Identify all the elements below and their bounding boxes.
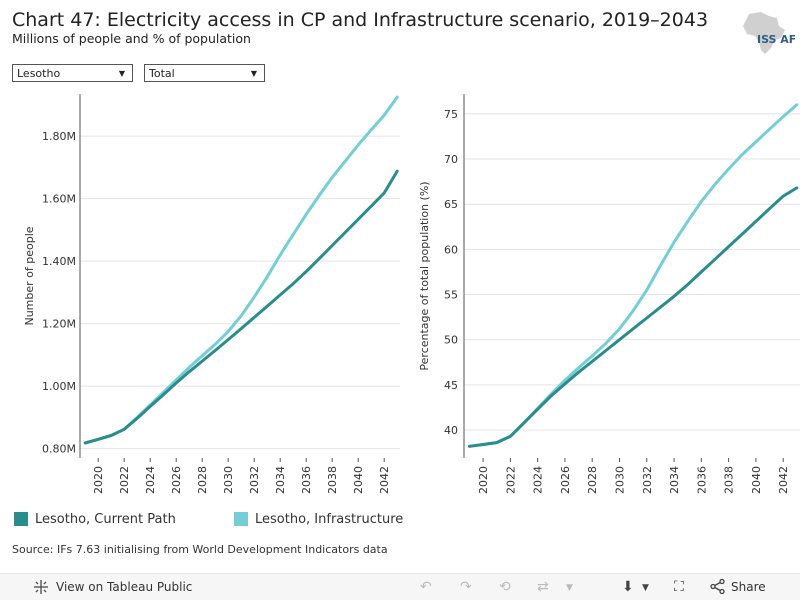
x-tick-label: 2020: [92, 466, 105, 494]
y-tick-label: 70: [444, 153, 458, 166]
share-icon: [710, 579, 725, 594]
x-tick-label: 2024: [144, 466, 157, 494]
x-tick-label: 2026: [559, 466, 572, 494]
y-tick-label: 0.80M: [42, 443, 76, 456]
chart-title: Chart 47: Electricity access in CP and I…: [12, 9, 709, 31]
pause-dropdown-icon[interactable]: ▼: [566, 583, 573, 593]
x-tick-label: 2034: [668, 466, 681, 494]
x-tick-label: 2038: [326, 466, 339, 494]
legend-label-current-path: Lesotho, Current Path: [35, 511, 176, 527]
download-icon[interactable]: ⬇: [622, 579, 634, 595]
y-tick-label: 40: [444, 424, 458, 437]
tableau-icon: [34, 580, 48, 594]
x-tick-label: 2024: [532, 466, 545, 494]
fullscreen-icon[interactable]: ⛶: [674, 579, 684, 595]
legend-item-infrastructure[interactable]: Lesotho, Infrastructure: [234, 510, 403, 528]
country-select-value: Lesotho: [17, 67, 61, 80]
y-tick-label: 1.80M: [42, 130, 76, 143]
x-tick-label: 2042: [777, 466, 790, 494]
legend-swatch-current-path: [14, 512, 28, 526]
redo-icon[interactable]: ↷: [460, 579, 472, 595]
dropdown-arrow-icon: ▼: [250, 69, 257, 78]
chart-subtitle: Millions of people and % of population: [12, 31, 251, 46]
legend-label-infrastructure: Lesotho, Infrastructure: [255, 511, 404, 527]
y-tick-label: 1.40M: [42, 255, 76, 268]
y-tick-label: 60: [444, 243, 458, 256]
y-tick-label: 45: [444, 379, 458, 392]
x-tick-label: 2030: [613, 466, 626, 494]
logo-text: ISS AFRICA: [757, 33, 795, 46]
y-tick-label: 1.00M: [42, 380, 76, 393]
x-tick-label: 2020: [477, 466, 490, 494]
iss-africa-logo: ISS AFRICA: [743, 12, 795, 54]
x-tick-label: 2022: [504, 466, 517, 494]
source-note: Source: IFs 7.63 initialising from World…: [12, 543, 388, 556]
x-tick-label: 2038: [723, 466, 736, 494]
x-tick-label: 2040: [750, 466, 763, 494]
country-select[interactable]: Lesotho ▼: [12, 64, 133, 82]
view-on-tableau-link[interactable]: View on Tableau Public: [33, 579, 192, 595]
series-line-infrastructure: [468, 103, 799, 448]
y-tick-label: 55: [444, 289, 458, 302]
x-tick-label: 2022: [118, 466, 131, 494]
x-tick-label: 2032: [248, 466, 261, 494]
view-on-tableau-label: View on Tableau Public: [56, 580, 193, 594]
x-tick-label: 2040: [352, 466, 365, 494]
category-select[interactable]: Total ▼: [144, 64, 265, 82]
y-tick-label: 50: [444, 334, 458, 347]
x-tick-label: 2036: [695, 466, 708, 494]
legend-swatch-infrastructure: [234, 512, 248, 526]
y-tick-label: 1.60M: [42, 193, 76, 206]
y-tick-label: 1.20M: [42, 318, 76, 331]
x-tick-label: 2042: [378, 466, 391, 494]
legend-item-current-path[interactable]: Lesotho, Current Path: [14, 510, 176, 528]
x-tick-label: 2028: [196, 466, 209, 494]
series-line-current-path: [83, 169, 399, 445]
x-tick-label: 2026: [170, 466, 183, 494]
series-line-current-path: [468, 186, 799, 448]
y-tick-label: 65: [444, 198, 458, 211]
download-dropdown-icon[interactable]: ▼: [642, 583, 649, 593]
y-axis-title: Number of people: [23, 226, 36, 325]
x-tick-label: 2036: [300, 466, 313, 494]
category-select-value: Total: [149, 67, 175, 80]
people-line-chart: 0.80M 1.00M 1.20M 1.40M 1.60M 1.80M 2020 2022 20…: [23, 94, 400, 494]
undo-icon[interactable]: ↶: [420, 579, 432, 595]
share-label: Share: [731, 579, 766, 594]
percentage-line-chart: 40 45 50 55 60 65 70 75 2020 2022 2024 2026 2028 2030…: [418, 94, 800, 494]
refresh-icon[interactable]: ⇄: [537, 579, 549, 595]
x-tick-label: 2028: [586, 466, 599, 494]
x-tick-label: 2030: [222, 466, 235, 494]
x-tick-label: 2034: [274, 466, 287, 494]
dropdown-arrow-icon: ▼: [118, 69, 125, 78]
x-tick-label: 2032: [641, 466, 654, 494]
y-tick-label: 75: [444, 108, 458, 121]
tableau-toolbar: View on Tableau Public ↶ ↷ ⟲ ⇄ ▼ ⬇ ▼ ⛶ S…: [0, 573, 800, 600]
share-button[interactable]: Share: [710, 579, 766, 594]
series-line-infrastructure: [83, 95, 399, 445]
y-axis-title: Percentage of total population (%): [418, 181, 431, 370]
revert-icon[interactable]: ⟲: [499, 579, 511, 595]
